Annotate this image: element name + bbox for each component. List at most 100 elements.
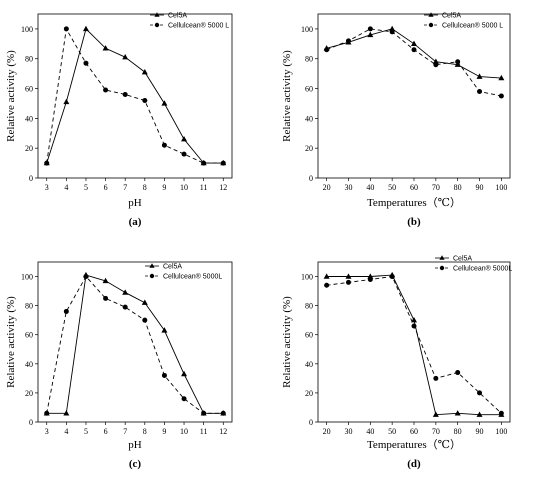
data-point-circle [220,410,226,416]
y-tick-label: 0 [29,418,33,427]
x-tick-label: 80 [454,427,462,436]
y-tick-label: 40 [305,360,313,369]
data-point-circle [345,38,351,44]
data-point-circle [411,323,417,329]
y-tick-label: 20 [305,389,313,398]
x-tick-label: 5 [84,183,88,192]
legend-marker-circle [428,22,434,28]
data-point-triangle [181,136,188,142]
data-point-triangle [432,58,439,64]
data-point-circle [122,92,128,98]
data-point-triangle [367,273,374,279]
data-point-circle [181,396,187,402]
data-point-circle [455,370,461,376]
data-point-triangle [141,68,148,75]
data-point-triangle [389,25,396,32]
data-point-circle [389,29,395,35]
data-point-circle [477,390,483,396]
data-point-circle [83,274,89,280]
y-tick-label: 40 [305,114,313,123]
x-tick-label: 3 [45,427,49,436]
data-point-circle [433,62,439,68]
data-point-circle [181,151,187,157]
legend: Cel5A Cellulcean® 5000 L [424,12,503,30]
data-point-triangle [411,40,417,47]
data-point-triangle [454,410,461,416]
series-line [326,28,502,97]
y-tick-label: 60 [25,331,33,340]
legend-marker-circle [439,265,445,271]
data-point-circle [389,274,395,280]
chart-panel: 20 30 40 50 60 70 80 90 100 0 20 40 60 80 100 Temperatu… [281,255,512,470]
data-point-circle [103,295,109,301]
data-point-triangle [161,100,168,106]
legend-marker-circle [149,273,155,279]
data-point-triangle [411,316,417,323]
legend: Cel5A Cellulcean® 5000L [145,263,222,281]
data-point-triangle [498,74,505,81]
x-tick-label: 90 [476,183,484,192]
y-tick-label: 80 [305,302,313,311]
y-tick-label: 80 [25,55,33,64]
data-point-circle [498,410,504,416]
x-axis-label: pH [128,439,142,451]
data-point-triangle [141,299,148,305]
x-tick-label: 20 [323,183,331,192]
x-tick-label: 70 [432,183,440,192]
y-tick-label: 100 [21,273,33,282]
data-point-circle [142,317,148,323]
x-tick-label: 12 [219,183,227,192]
data-point-triangle [82,25,89,32]
legend-label: Cel5A [442,13,461,20]
x-tick-label: 40 [366,427,374,436]
data-point-triangle [122,54,129,60]
y-tick-label: 100 [301,25,313,34]
y-tick-label: 0 [309,418,313,427]
x-tick-label: 20 [323,427,331,436]
x-tick-label: 4 [64,427,68,436]
series-line [46,275,224,414]
data-point-triangle [323,273,330,279]
legend-label: Cellulcean® 5000 L [442,22,503,30]
x-tick-label: 9 [162,427,166,436]
x-tick-label: 4 [64,183,68,192]
data-point-circle [498,93,504,99]
x-axis-label: pH [128,197,142,209]
data-point-triangle [63,98,70,105]
x-tick-label: 8 [143,427,147,436]
y-tick-label: 40 [25,360,33,369]
data-point-triangle [476,411,483,417]
x-tick-label: 50 [388,427,396,436]
data-point-circle [103,87,109,93]
y-axis-label: Relative activity (%) [5,296,17,388]
panel-label: (b) [407,216,421,228]
y-tick-label: 20 [25,144,33,153]
data-point-circle [201,410,207,416]
data-point-circle [63,308,69,314]
data-point-triangle [63,410,70,416]
x-tick-label: 9 [162,183,166,192]
y-tick-label: 20 [305,144,313,153]
data-point-triangle [432,411,439,417]
series-line [46,27,224,164]
x-tick-label: 40 [366,183,374,192]
data-point-circle [63,26,69,32]
panel-label: (a) [129,216,142,228]
legend-label: Cel5A [163,264,182,271]
data-point-circle [44,410,50,416]
data-point-circle [122,304,128,310]
data-point-circle [324,47,330,53]
legend-marker-triangle [154,12,160,17]
data-point-circle [345,279,351,285]
data-point-triangle [102,277,109,284]
data-point-circle [433,375,439,381]
data-point-circle [161,142,167,148]
x-tick-label: 8 [143,183,147,192]
data-point-circle [201,160,207,166]
y-tick-label: 60 [305,331,313,340]
y-tick-label: 80 [25,302,33,311]
y-tick-label: 60 [305,85,313,94]
x-tick-label: 70 [432,427,440,436]
plot-frame [37,261,233,423]
